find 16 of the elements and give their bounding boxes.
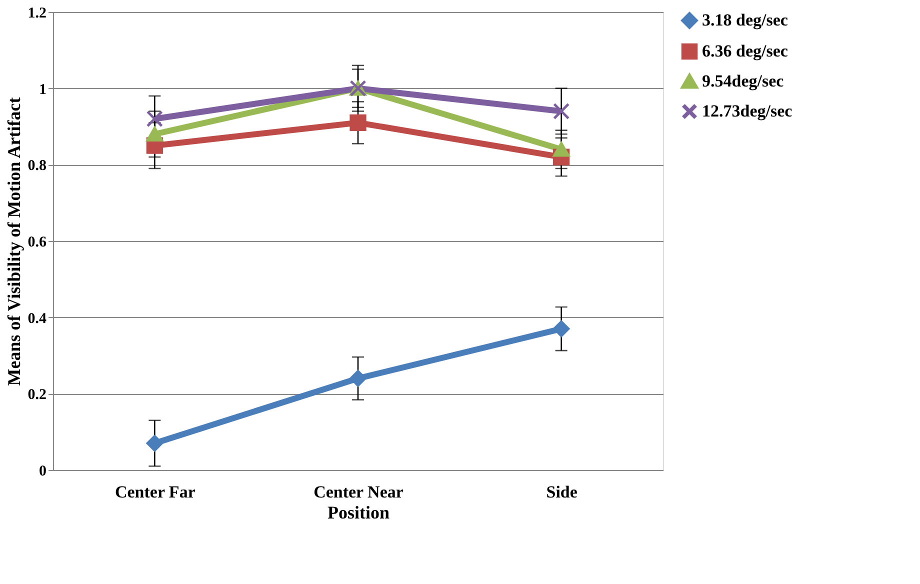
- y-tick-label: 0.6: [28, 234, 47, 250]
- y-tick-label: 1.2: [28, 6, 46, 22]
- y-tick-label: 0.8: [28, 158, 46, 174]
- legend-label: 12.73deg/sec: [702, 102, 793, 120]
- legend-label: 3.18 deg/sec: [702, 10, 788, 30]
- y-axis-title: Means of Visibility of Motion Artifact: [4, 97, 24, 386]
- legend-label: 9.54deg/sec: [702, 72, 784, 90]
- y-tick-label: 1: [39, 82, 46, 98]
- legend-label: 6.36 deg/sec: [702, 42, 788, 60]
- y-tick-label: 0.4: [28, 310, 47, 327]
- y-tick-label: 0.2: [28, 387, 46, 404]
- y-tick-label: 0: [39, 464, 46, 480]
- x-tick-label: Center Far: [114, 482, 196, 502]
- x-axis-title: Position: [327, 502, 390, 522]
- x-tick-label: Side: [546, 482, 578, 502]
- x-tick-label: Center Near: [314, 482, 404, 502]
